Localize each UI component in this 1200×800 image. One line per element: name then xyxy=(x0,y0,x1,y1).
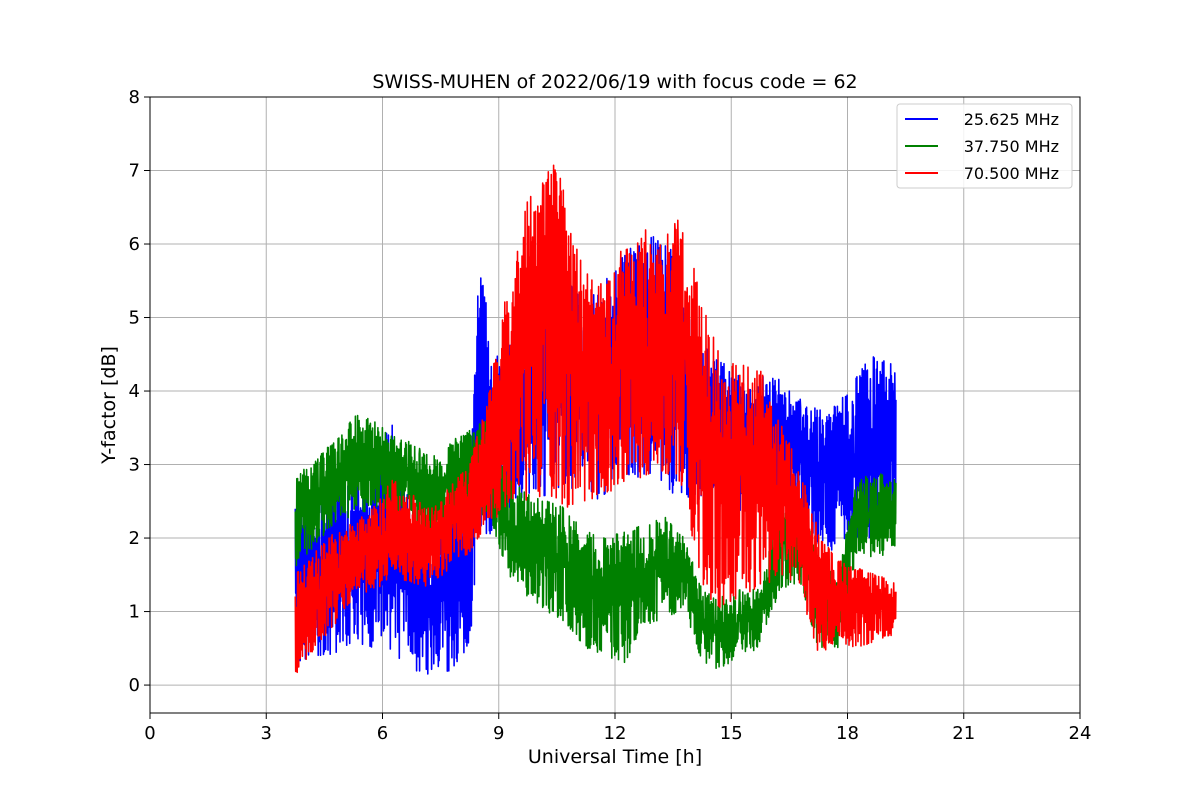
y-tick-label: 8 xyxy=(129,87,140,108)
legend-label: 37.750 MHz xyxy=(964,137,1059,156)
y-tick-label: 1 xyxy=(129,602,140,623)
y-tick-label: 0 xyxy=(129,675,140,696)
series-layer xyxy=(294,164,897,675)
y-axis: 0 1 2 3 4 5 6 7 8 xyxy=(129,87,150,696)
x-tick-label: 6 xyxy=(377,723,388,744)
series-line xyxy=(294,164,897,674)
y-axis-label: Y-factor [dB] xyxy=(98,346,120,465)
y-tick-label: 7 xyxy=(129,161,140,182)
x-tick-label: 18 xyxy=(836,723,859,744)
y-tick-label: 5 xyxy=(129,308,140,329)
legend-label: 70.500 MHz xyxy=(964,164,1059,183)
chart-title: SWISS-MUHEN of 2022/06/19 with focus cod… xyxy=(372,71,857,93)
legend-box xyxy=(896,103,1073,189)
y-tick-label: 4 xyxy=(129,381,140,402)
x-tick-label: 21 xyxy=(952,723,975,744)
x-tick-label: 0 xyxy=(144,723,155,744)
legend-label: 25.625 MHz xyxy=(964,110,1059,129)
x-tick-label: 9 xyxy=(493,723,504,744)
x-tick-label: 3 xyxy=(261,723,272,744)
legend: 25.625 MHz 37.750 MHz 70.500 MHz xyxy=(896,103,1073,189)
x-tick-label: 24 xyxy=(1069,723,1092,744)
y-tick-label: 2 xyxy=(129,528,140,549)
x-tick-label: 15 xyxy=(720,723,743,744)
x-axis: 0 3 6 9 12 15 18 21 24 xyxy=(144,713,1091,744)
y-tick-label: 3 xyxy=(129,455,140,476)
y-tick-label: 6 xyxy=(129,234,140,255)
x-axis-label: Universal Time [h] xyxy=(528,746,702,768)
x-tick-label: 12 xyxy=(604,723,627,744)
